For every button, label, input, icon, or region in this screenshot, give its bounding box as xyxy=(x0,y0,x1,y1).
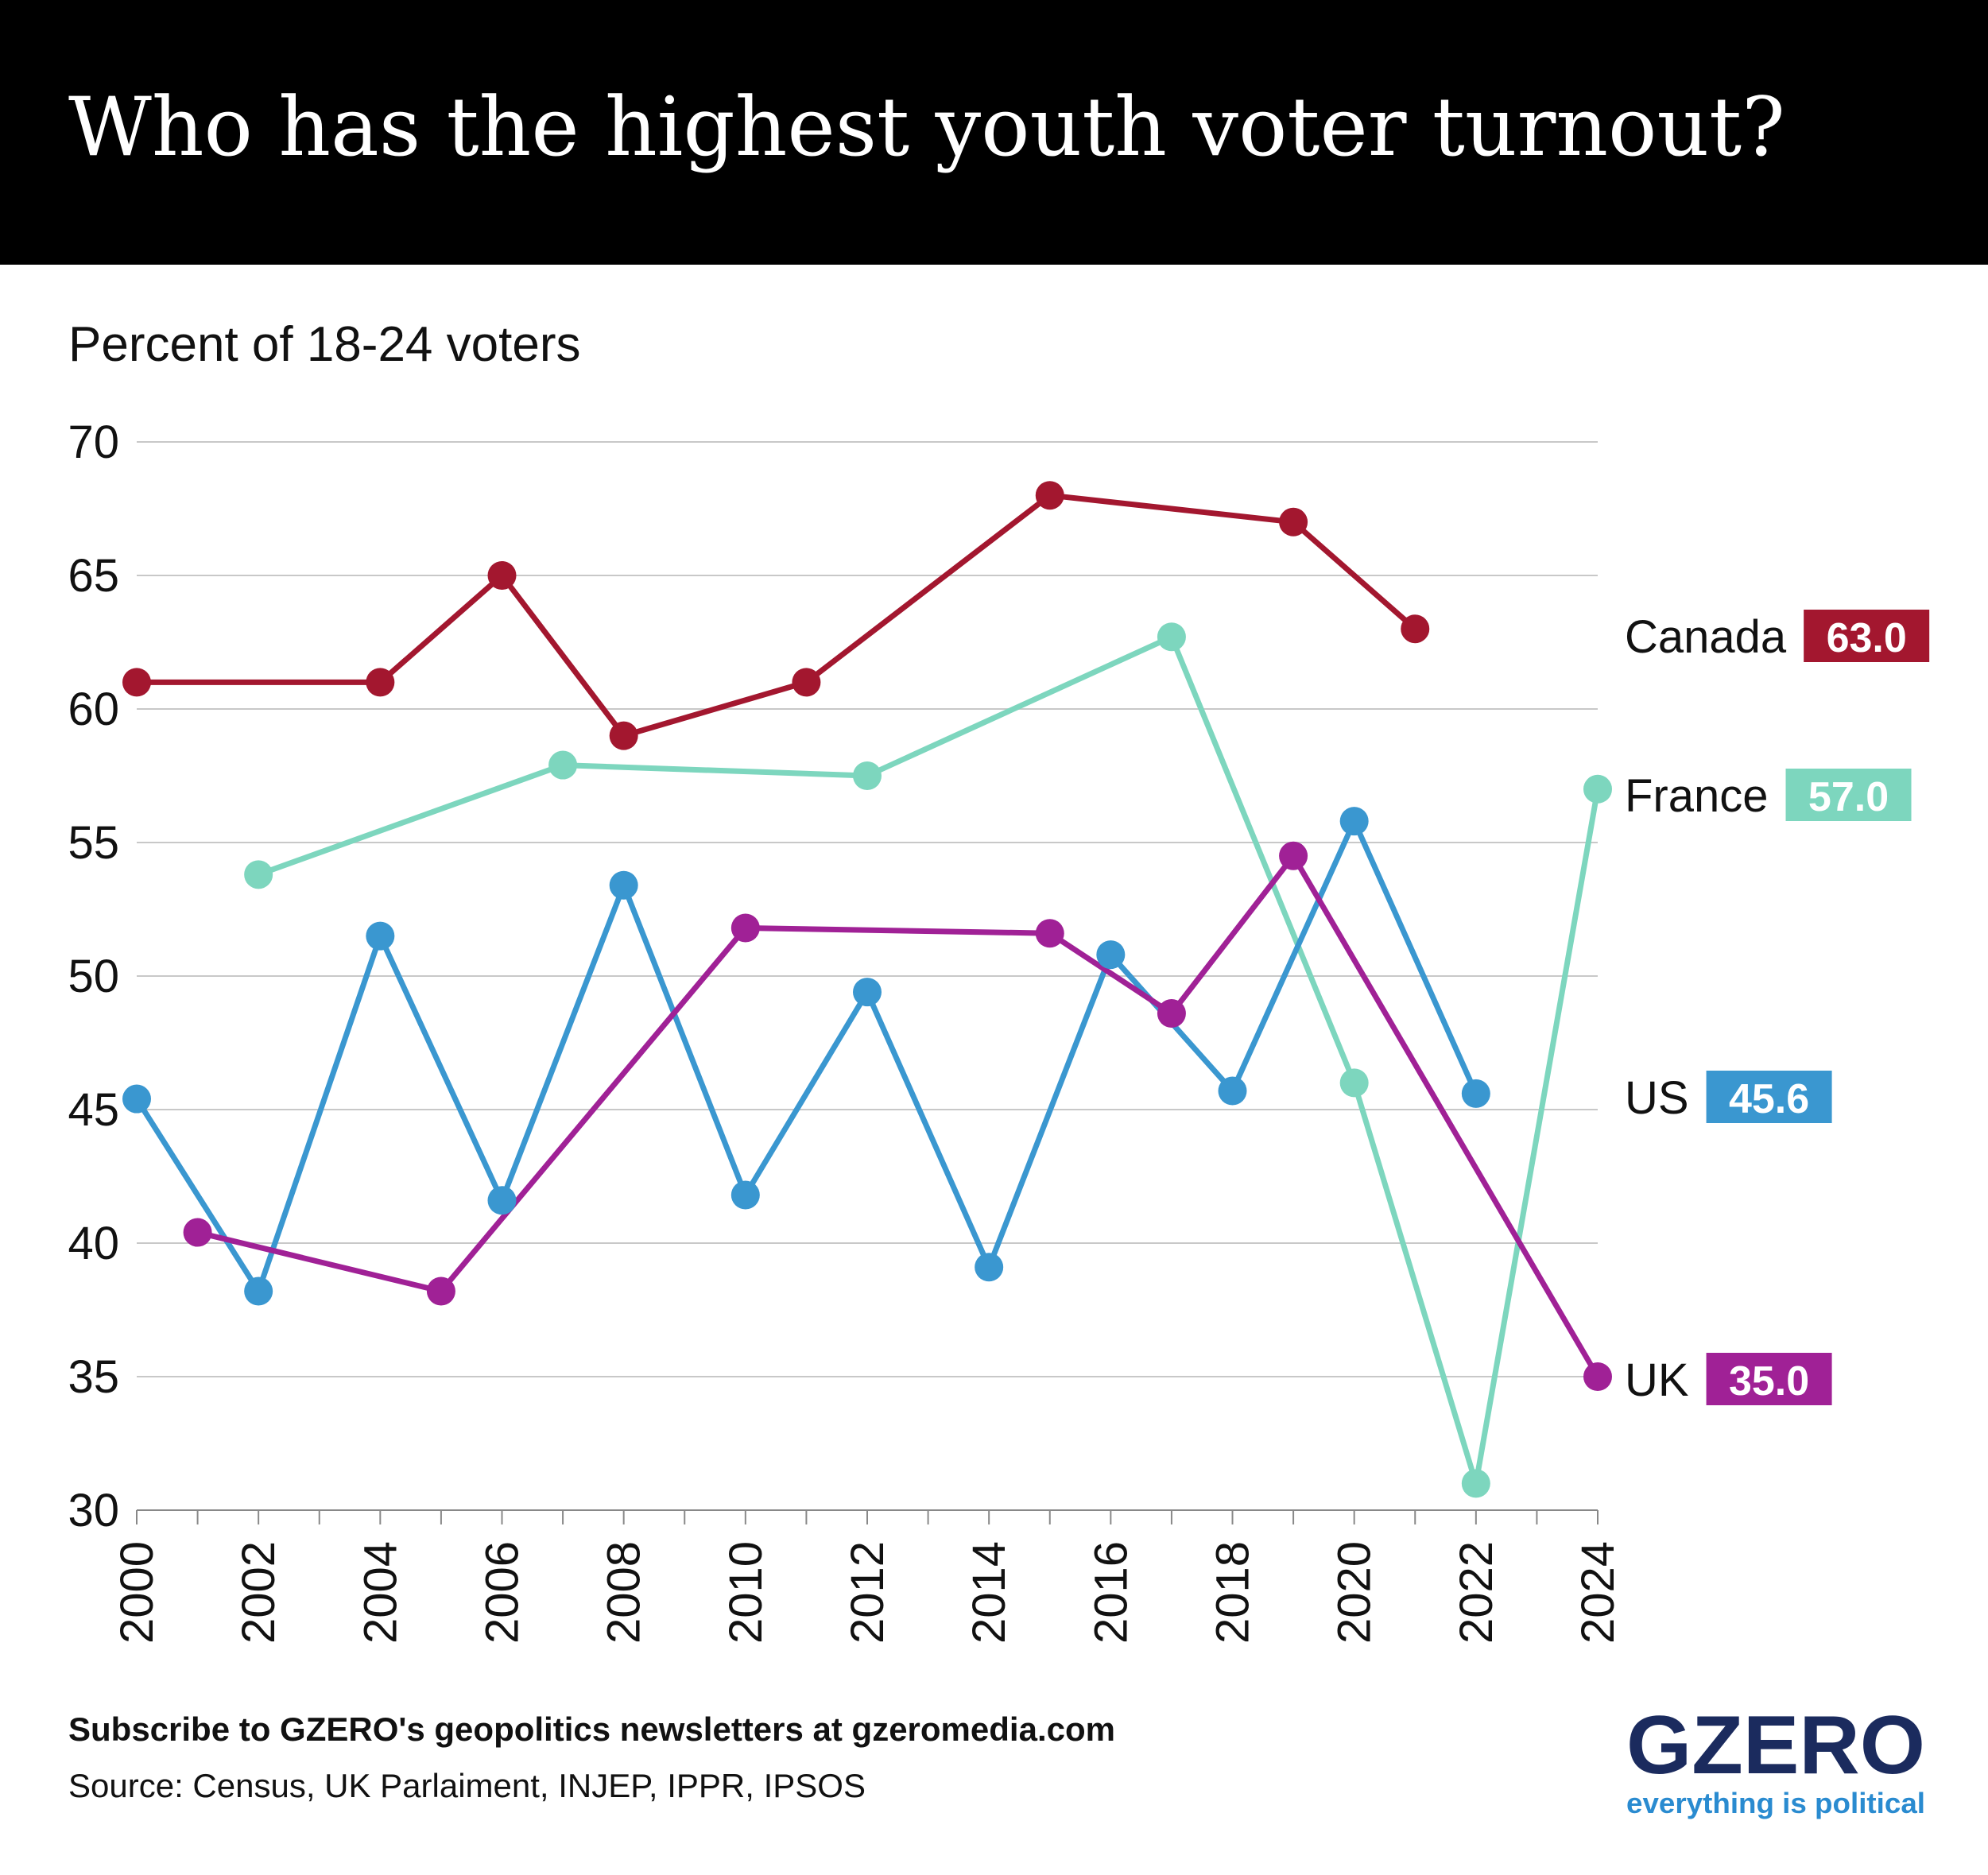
x-tick-label: 2004 xyxy=(355,1541,406,1644)
canada-data-point xyxy=(609,721,638,750)
canada-data-point xyxy=(487,561,517,590)
uk-series-line xyxy=(196,853,1601,1378)
us-data-point xyxy=(853,978,882,1007)
us-data-point xyxy=(730,1180,760,1210)
source-note: Source: Census, UK Parlaiment, INJEP, IP… xyxy=(68,1767,866,1804)
us-data-point xyxy=(1461,1079,1490,1108)
france-legend-label: France xyxy=(1625,770,1769,822)
canada-data-point xyxy=(1401,614,1430,644)
x-tick-label: 2006 xyxy=(477,1541,529,1644)
x-tick-label: 2000 xyxy=(111,1541,163,1644)
chart-subtitle: Percent of 18-24 voters xyxy=(68,317,581,372)
uk-data-point xyxy=(730,913,760,943)
uk-data-point xyxy=(426,1276,455,1306)
uk-data-point xyxy=(183,1218,212,1247)
x-tick-label: 2024 xyxy=(1572,1541,1624,1644)
canada-value-badge xyxy=(1804,610,1930,662)
subscribe-note: Subscribe to GZERO's geopolitics newslet… xyxy=(68,1710,1115,1748)
us-data-point xyxy=(122,1084,151,1114)
canada-data-point xyxy=(366,668,395,697)
x-tick-label: 2010 xyxy=(720,1541,772,1644)
canada-series-line xyxy=(137,492,1417,739)
y-tick-label: 60 xyxy=(68,684,119,735)
uk-data-point xyxy=(1157,999,1186,1029)
uk-data-point xyxy=(1035,919,1064,948)
x-tick-label: 2008 xyxy=(599,1541,650,1644)
gzero-wordmark: GZERO xyxy=(1626,1702,1925,1792)
y-tick-label: 30 xyxy=(68,1485,119,1536)
us-data-point xyxy=(1096,940,1126,970)
france-data-point xyxy=(1157,622,1186,652)
x-tick-label: 2002 xyxy=(233,1541,285,1644)
us-data-point xyxy=(1339,807,1369,836)
france-data-point xyxy=(548,750,578,780)
y-tick-label: 40 xyxy=(68,1218,119,1269)
x-tick-label: 2016 xyxy=(1085,1541,1137,1644)
france-data-point xyxy=(244,860,273,889)
us-data-point xyxy=(1218,1076,1247,1106)
france-data-point xyxy=(1461,1469,1490,1498)
y-tick-label: 70 xyxy=(68,416,119,468)
france-value-label: 57.0 xyxy=(1808,774,1889,820)
uk-data-point xyxy=(1279,841,1308,870)
gzero-logo: GZERO everything is political xyxy=(1626,1702,1925,1819)
france-data-point xyxy=(1339,1068,1369,1098)
y-tick-label: 45 xyxy=(68,1084,119,1136)
uk-value-badge xyxy=(1706,1353,1832,1405)
x-tick-label: 2020 xyxy=(1329,1541,1381,1644)
y-tick-label: 50 xyxy=(68,951,119,1002)
canada-legend-label: Canada xyxy=(1625,611,1787,663)
us-series-line xyxy=(134,818,1478,1294)
uk-data-point xyxy=(1583,1362,1612,1391)
canada-data-point xyxy=(792,668,821,697)
us-data-point xyxy=(487,1186,517,1215)
uk-legend-label: UK xyxy=(1625,1354,1689,1406)
us-data-point xyxy=(975,1253,1004,1282)
canada-data-point xyxy=(122,668,151,697)
us-data-point xyxy=(244,1276,273,1306)
x-tick-label: 2022 xyxy=(1451,1541,1502,1644)
us-value-label: 45.6 xyxy=(1729,1076,1809,1122)
x-tick-label: 2012 xyxy=(842,1541,893,1644)
x-tick-label: 2018 xyxy=(1207,1541,1259,1644)
canada-value-label: 63.0 xyxy=(1827,615,1907,661)
y-tick-label: 65 xyxy=(68,550,119,602)
x-tick-label: 2014 xyxy=(963,1541,1015,1644)
us-data-point xyxy=(366,921,395,951)
uk-value-label: 35.0 xyxy=(1729,1358,1809,1404)
y-tick-label: 35 xyxy=(68,1351,119,1403)
us-legend-label: US xyxy=(1625,1072,1689,1124)
france-data-point xyxy=(1583,774,1612,804)
france-series-line xyxy=(258,633,1601,1486)
y-tick-label: 55 xyxy=(68,817,119,869)
us-value-badge xyxy=(1706,1071,1832,1123)
us-data-point xyxy=(609,870,638,900)
france-value-badge xyxy=(1785,769,1912,821)
chart-title: Who has the highest youth voter turnout? xyxy=(68,80,1785,175)
canada-data-point xyxy=(1279,507,1308,537)
canada-data-point xyxy=(1035,481,1064,510)
line-chart: 30 35 40 45 50 55 60 65 70 2000 2002 2004 2006 2008 20… xyxy=(68,416,1930,1644)
gzero-tagline: everything is political xyxy=(1626,1787,1925,1819)
france-data-point xyxy=(853,761,882,790)
header-banner: Who has the highest youth voter turnout? xyxy=(0,0,1988,265)
